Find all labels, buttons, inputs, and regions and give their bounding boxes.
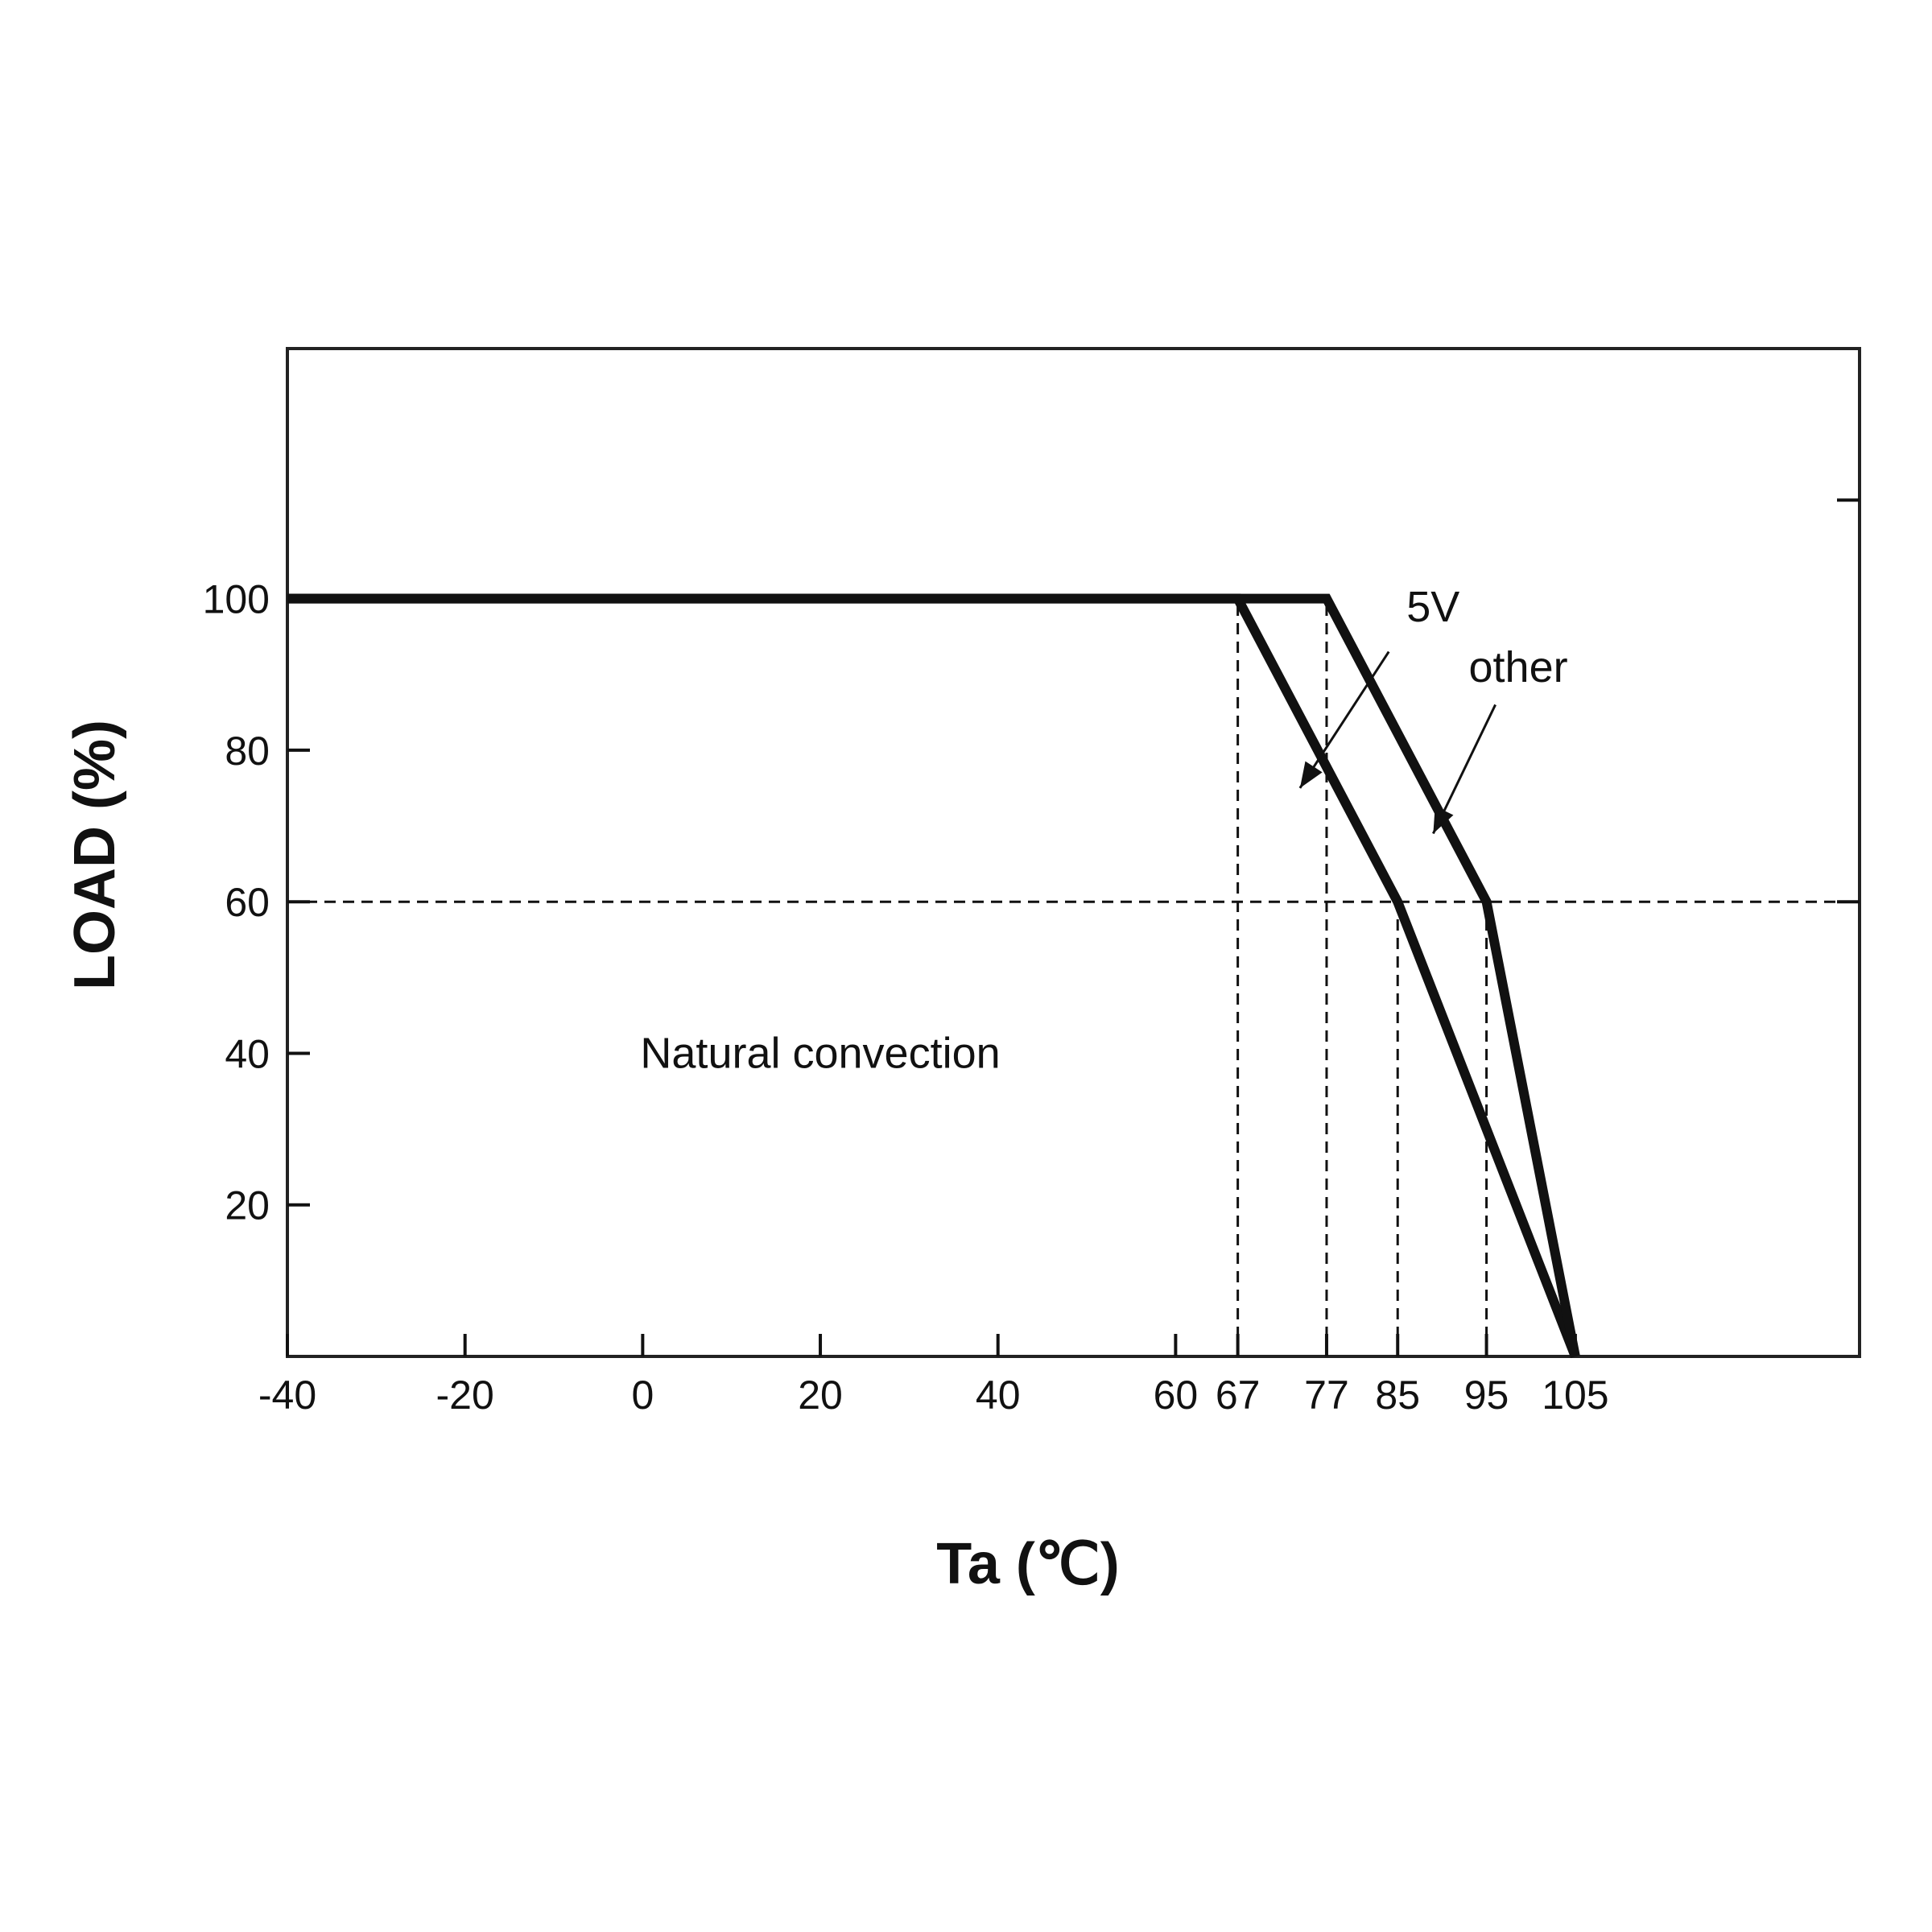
axis-ticks: -40 -20 0 20 40 60 67 77 85 95 105 20 40 60 80 100 [203, 498, 1860, 1418]
x-tick-label: 20 [798, 1373, 843, 1418]
reference-lines [287, 598, 1860, 1356]
callout-label-5v: 5V [1406, 583, 1459, 631]
arrowhead-icon [1433, 806, 1454, 834]
callout-arrow-5v [1298, 650, 1390, 789]
x-tick-label: 60 [1154, 1373, 1199, 1418]
x-tick-label: 0 [631, 1373, 654, 1418]
x-tick-label: 105 [1542, 1373, 1608, 1418]
annotations: Natural convection [640, 1029, 1000, 1077]
plot-frame [286, 347, 1861, 1358]
y-tick-label: 100 [203, 577, 270, 622]
y-tick-label: 40 [225, 1031, 270, 1076]
annotation-label: Natural convection [640, 1029, 1000, 1077]
x-tick-label: 77 [1304, 1373, 1349, 1418]
x-axis-title: Ta (℃) [936, 1532, 1120, 1596]
x-tick-label: 40 [976, 1373, 1021, 1418]
series-lines [287, 593, 1580, 1359]
x-tick-label: 95 [1464, 1373, 1509, 1418]
x-tick-label: 85 [1375, 1373, 1420, 1418]
y-axis-title: LOAD (%) [63, 720, 127, 990]
x-tick-label: 67 [1216, 1373, 1261, 1418]
series-line-other [287, 593, 1580, 1358]
x-tick-label: -40 [258, 1373, 316, 1418]
y-tick-label: 60 [225, 880, 270, 925]
y-tick-label: 80 [225, 729, 270, 774]
callout-label-other: other [1469, 643, 1568, 691]
x-tick-label: -20 [436, 1373, 494, 1418]
y-tick-label: 20 [225, 1183, 270, 1228]
arrowhead-icon [1299, 761, 1323, 788]
